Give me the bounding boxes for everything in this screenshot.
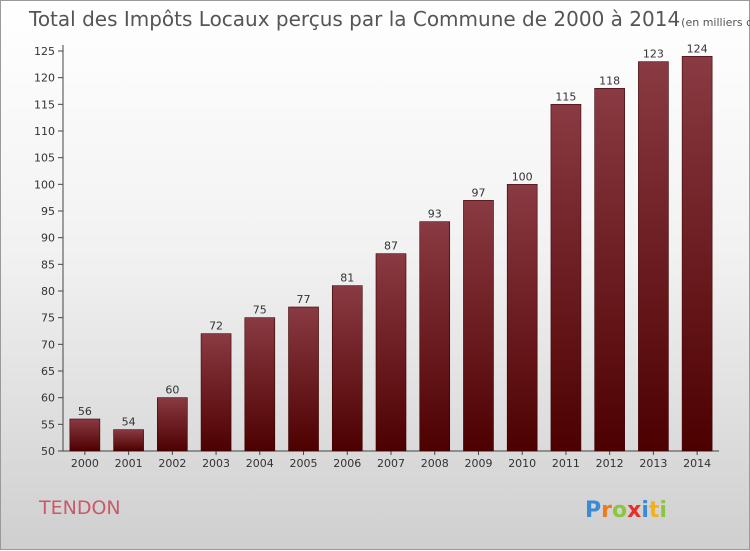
y-tick-label: 95 xyxy=(41,205,55,218)
x-tick-label: 2007 xyxy=(377,457,405,470)
bar-value-label: 72 xyxy=(209,320,223,333)
bar[interactable] xyxy=(200,333,232,452)
bar[interactable] xyxy=(113,429,144,452)
bar-value-label: 118 xyxy=(599,74,620,87)
bar[interactable] xyxy=(244,317,276,452)
bar-value-label: 87 xyxy=(384,240,398,253)
logo-letter: o xyxy=(612,498,627,523)
bar-value-label: 77 xyxy=(297,293,311,306)
chart-title-unit: (en milliers d'€) xyxy=(681,16,750,29)
y-tick-label: 80 xyxy=(41,285,55,298)
x-tick-label: 2003 xyxy=(202,457,230,470)
x-tick-label: 2000 xyxy=(71,457,99,470)
bar[interactable] xyxy=(638,61,669,452)
bar-value-label: 56 xyxy=(78,405,92,418)
x-tick-label: 2001 xyxy=(115,457,143,470)
bar[interactable] xyxy=(463,200,494,452)
logo-letter: x xyxy=(627,498,641,523)
x-tick-label: 2005 xyxy=(290,457,318,470)
bar[interactable] xyxy=(550,104,582,452)
bar-value-label: 93 xyxy=(428,208,442,221)
y-tick-label: 110 xyxy=(34,125,55,138)
x-tick-label: 2013 xyxy=(639,457,667,470)
y-tick-label: 100 xyxy=(34,178,55,191)
y-tick-label: 55 xyxy=(41,418,55,431)
y-axis: 50 55 60 65 70 75 80 85 90 95 100 105 110 115 120 125 xyxy=(34,45,64,458)
y-tick-label: 65 xyxy=(41,365,55,378)
bar[interactable] xyxy=(594,88,625,452)
bar-value-label: 97 xyxy=(471,186,485,199)
y-tick-label: 70 xyxy=(41,338,55,351)
bar-value-label: 115 xyxy=(555,90,576,103)
bar-value-label: 54 xyxy=(122,416,136,429)
x-tick-label: 2009 xyxy=(464,457,492,470)
x-tick-label: 2004 xyxy=(246,457,274,470)
x-tick-label: 2012 xyxy=(596,457,624,470)
bar[interactable] xyxy=(288,306,319,452)
bar-value-label: 81 xyxy=(340,272,354,285)
logo-letter: t xyxy=(649,498,660,523)
y-tick-label: 60 xyxy=(41,392,55,405)
logo-letter: P xyxy=(585,498,601,523)
bar[interactable] xyxy=(681,56,713,452)
bar[interactable] xyxy=(331,285,363,452)
x-tick-label: 2011 xyxy=(552,457,580,470)
y-tick-label: 115 xyxy=(34,98,55,111)
x-tick-label: 2008 xyxy=(421,457,449,470)
bar[interactable] xyxy=(375,253,407,452)
bar-value-label: 75 xyxy=(253,304,267,317)
commune-name: TENDON xyxy=(38,497,121,519)
bar[interactable] xyxy=(419,221,451,452)
logo-letter: i xyxy=(659,498,667,523)
y-tick-label: 105 xyxy=(34,152,55,165)
x-tick-label: 2006 xyxy=(333,457,361,470)
y-tick-label: 125 xyxy=(34,45,55,58)
bar[interactable] xyxy=(157,397,188,452)
x-axis: 2000 2001 2002 2003 2004 2005 2006 2007 2008 2009… xyxy=(63,450,719,470)
value-labels: 56 54 60 72 75 77 81 87 93 97 100 115 118 123 124 xyxy=(78,42,708,428)
proxiti-logo[interactable]: Proxiti xyxy=(585,498,667,523)
bar-value-label: 123 xyxy=(643,48,664,61)
x-tick-label: 2010 xyxy=(508,457,536,470)
x-tick-label: 2014 xyxy=(683,457,711,470)
logo-letter: r xyxy=(601,498,612,523)
bar[interactable] xyxy=(506,184,538,452)
chart-title: Total des Impôts Locaux perçus par la Co… xyxy=(28,7,750,31)
y-tick-label: 120 xyxy=(34,72,55,85)
chart-title-main: Total des Impôts Locaux perçus par la Co… xyxy=(28,7,680,31)
y-tick-label: 75 xyxy=(41,312,55,325)
bar[interactable] xyxy=(69,418,101,452)
x-tick-label: 2002 xyxy=(158,457,186,470)
logo-letter: i xyxy=(641,498,649,523)
bars xyxy=(69,56,713,452)
y-tick-label: 90 xyxy=(41,232,55,245)
y-tick-label: 85 xyxy=(41,258,55,271)
bar-value-label: 124 xyxy=(687,42,708,55)
bar-value-label: 60 xyxy=(165,384,179,397)
y-tick-label: 50 xyxy=(41,445,55,458)
bar-value-label: 100 xyxy=(512,170,533,183)
